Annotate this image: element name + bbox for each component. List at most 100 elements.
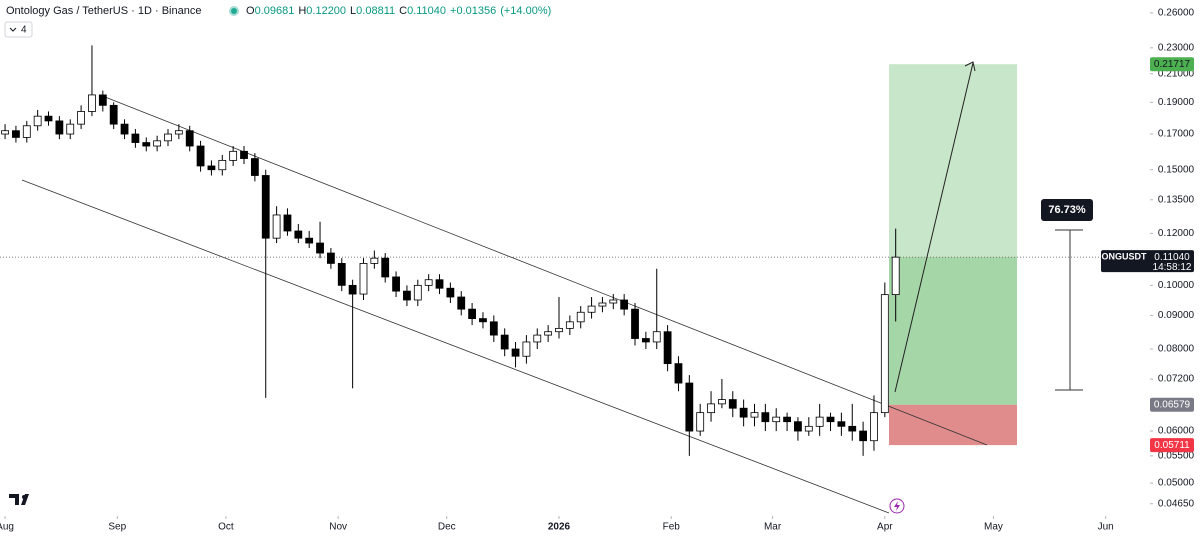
candle-body [1,130,9,135]
candle-body [750,412,759,418]
candle-body [859,430,868,442]
indicator-count: 4 [21,25,27,36]
candle-body [196,145,205,167]
candle-body [424,279,433,286]
status-dot [231,8,237,14]
y-tick-label: 0.12000 [1158,228,1195,239]
candle-body [218,159,227,171]
x-tick-label: Feb [663,522,681,533]
candle-body [783,416,791,423]
profit-filled [889,257,1017,405]
candle-body [370,257,379,264]
candle-body [109,104,118,125]
candle-body [142,142,151,147]
x-tick-label: Oct [218,522,234,533]
change: +0.01356 [450,5,496,17]
chevron [9,27,17,32]
alert-icon[interactable] [889,498,905,514]
candle-body [696,412,705,432]
candle-body [479,318,487,323]
candle-body [631,308,639,339]
candle-body [511,348,520,357]
y-tick-label: 0.26000 [1158,8,1195,19]
candles [1,45,900,456]
candle-body [718,399,726,405]
ohlc-value: 0.08811 [356,5,395,17]
candle-body [348,284,357,295]
candle-body [381,257,390,278]
change-pct: (+14.00%) [500,5,551,17]
candle-body [761,412,770,423]
target-tag: 0.21717 [1154,59,1191,70]
stop-zone [889,404,1017,446]
candle-body [609,299,618,304]
candle-body [294,230,303,239]
channel-lower [21,179,890,514]
candle-body [250,158,259,176]
candle-body [12,130,20,138]
candle-body [837,421,846,427]
candle-body [728,399,737,409]
candle-body [261,175,270,239]
y-tick-label: 0.23000 [1158,42,1195,53]
candle-body [870,412,878,442]
ohlc-key: C [399,5,407,17]
last-price-symbol: ONGUSDT [1102,252,1148,262]
candle-body [240,150,248,159]
candle-body [576,311,585,323]
x-tick-label: 2026 [548,522,571,533]
candle-body [207,165,216,171]
candle-body [435,279,444,289]
candle-body [283,214,292,232]
candle-body [587,305,596,313]
candle-body [565,321,574,329]
candle-body [413,284,422,301]
y-tick-label: 0.15000 [1158,164,1195,175]
candle-body [620,299,629,310]
candle-body [685,382,694,432]
candle-body [164,133,172,142]
ohlc-value: 0.12200 [306,5,346,17]
candle-body [815,416,824,427]
x-tick-label: Apr [877,522,893,533]
candle-body [305,237,314,244]
y-tick-label: 0.08000 [1158,344,1195,355]
candle-body [327,252,335,264]
candle-body [33,115,42,127]
candle-body [403,290,411,301]
ohlc: O 0.09681 H 0.12200 L 0.08811 C 0.11040 +0.01356… [246,5,551,17]
candle-body [500,334,509,350]
ohlc-value: 0.11040 [407,5,446,17]
indicator-toggle[interactable] [4,21,33,38]
y-tick-label: 0.05500 [1158,451,1195,462]
ohlc-value: 0.09681 [255,5,295,17]
candle-body [457,296,466,310]
y-tick-label: 0.07200 [1158,374,1195,385]
alert-bolt [894,501,900,511]
candle-body [337,263,346,286]
x-tick-label: Aug [0,522,14,533]
projection-arrow [894,62,974,393]
candle-body [66,123,75,135]
x-tick-label: Mar [764,522,782,533]
position-tool [0,64,1150,446]
stop-tag: 0.05711 [1154,440,1190,451]
x-tick-label: Sep [108,522,126,533]
candle-body [533,334,542,343]
candle-body [794,421,802,432]
candle-body [131,133,140,143]
tv-logo [9,494,29,505]
candle-body [229,150,238,161]
candle-body [489,321,498,336]
candle-body [185,130,194,147]
ohlc-key: O [246,5,255,17]
y-tick-label: 0.19000 [1158,97,1195,108]
candle-body [55,120,64,135]
candle-body [674,363,683,384]
candle-body [174,130,183,135]
candle-body [446,287,455,298]
arrow-head [964,61,976,72]
x-tick-label: Dec [438,522,456,533]
candle-body [77,111,85,125]
candle-body [392,276,400,292]
